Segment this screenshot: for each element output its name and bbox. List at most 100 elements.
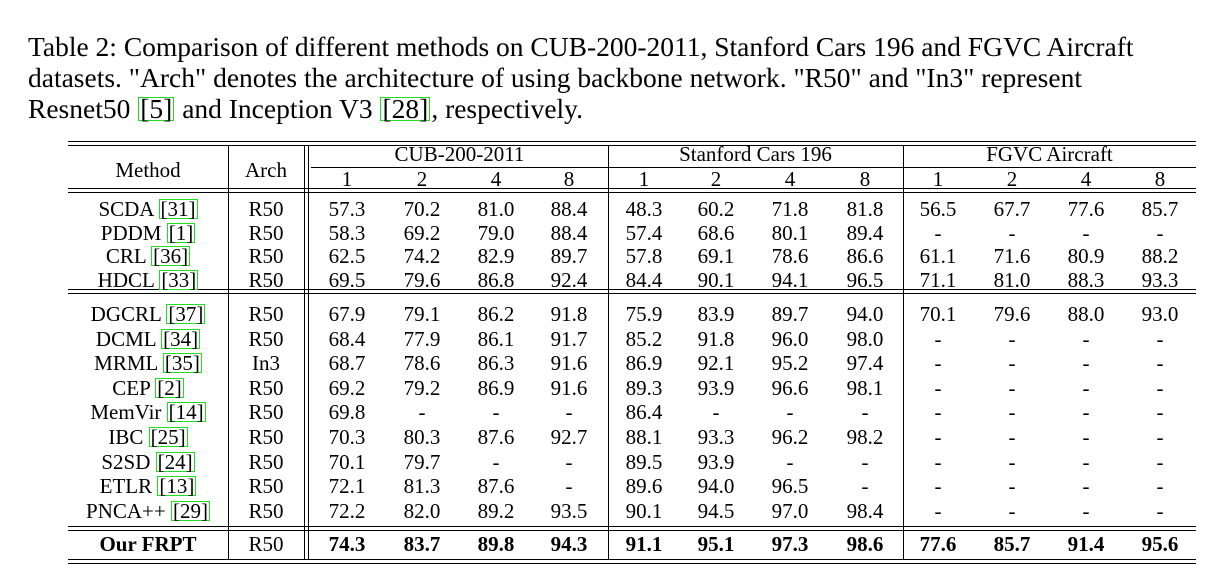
arch-cell: R50 — [248, 425, 284, 449]
value-cell: 69.5 — [328, 267, 366, 292]
value-cell: 95.6 — [1141, 532, 1179, 556]
value-cell: 69.8 — [328, 400, 366, 425]
value-cell: 95.2 — [771, 351, 809, 376]
value-cell: 97.3 — [771, 532, 809, 556]
value-cell: 98.6 — [846, 532, 884, 556]
recall-k-header: 8 — [1154, 167, 1166, 191]
method-label: IBC — [108, 425, 149, 449]
value-cell: 79.7 — [403, 449, 441, 474]
value-cell: 86.2 — [477, 302, 515, 326]
caption-text: , respectively. — [431, 93, 584, 124]
citation-link[interactable]: [36] — [151, 244, 191, 269]
value-cell: 89.7 — [771, 302, 809, 326]
value-cell: 75.9 — [625, 302, 663, 326]
value-cell: 93.9 — [697, 449, 735, 474]
value-cell: 85.7 — [1141, 197, 1179, 221]
recall-k-header: 4 — [1080, 167, 1092, 191]
citation-link[interactable]: [1] — [166, 220, 196, 245]
value-cell: - — [1156, 474, 1164, 499]
citation-link[interactable]: [24] — [155, 449, 195, 474]
method-label: ETLR — [99, 474, 158, 499]
value-cell: 57.3 — [328, 197, 366, 221]
value-cell: - — [934, 449, 942, 474]
value-cell: - — [934, 220, 942, 245]
rule — [68, 192, 1196, 193]
value-cell: 71.8 — [771, 197, 809, 221]
citation-link[interactable]: [37] — [166, 302, 206, 326]
value-cell: 90.1 — [625, 498, 663, 523]
recall-k-header: 8 — [859, 167, 871, 191]
column-rule — [304, 145, 305, 559]
value-cell: - — [1008, 425, 1016, 449]
citation-link[interactable]: [33] — [159, 267, 199, 292]
group-header: Stanford Cars 196 — [679, 142, 832, 166]
value-cell: - — [565, 474, 573, 499]
value-cell: 80.1 — [771, 220, 809, 245]
method-label: SCDA — [98, 197, 159, 221]
value-cell: - — [1156, 326, 1164, 351]
value-cell: 89.6 — [625, 474, 663, 499]
value-cell: 69.1 — [697, 244, 735, 269]
caption-line-3: Resnet50 [5] and Inception V3 [28], resp… — [28, 93, 1232, 124]
value-cell: 74.2 — [403, 244, 441, 269]
value-cell: 69.2 — [403, 220, 441, 245]
citation-link[interactable]: [25] — [148, 425, 188, 449]
value-cell: - — [418, 400, 426, 425]
value-cell: 89.8 — [477, 532, 515, 556]
rule — [68, 293, 1196, 294]
value-cell: - — [1082, 425, 1090, 449]
value-cell: 94.0 — [846, 302, 884, 326]
rule — [68, 145, 1196, 146]
value-cell: 87.6 — [477, 425, 515, 449]
value-cell: 98.2 — [846, 425, 884, 449]
rule — [68, 559, 1196, 560]
value-cell: 86.1 — [477, 326, 515, 351]
value-cell: - — [786, 449, 794, 474]
citation-link[interactable]: [2] — [155, 375, 184, 400]
citation-link[interactable]: [31] — [158, 197, 198, 221]
value-cell: 69.2 — [328, 375, 366, 400]
method-name: MRML [35] — [68, 351, 228, 375]
method-label: HDCL — [97, 267, 160, 292]
value-cell: - — [1008, 474, 1016, 499]
value-cell: 92.4 — [550, 267, 588, 292]
value-cell: - — [934, 400, 942, 425]
citation-link[interactable]: [14] — [166, 400, 206, 425]
arch-cell: R50 — [248, 532, 284, 556]
value-cell: - — [1082, 351, 1090, 376]
value-cell: - — [1008, 326, 1016, 351]
value-cell: 86.6 — [846, 244, 884, 269]
value-cell: - — [1156, 351, 1164, 376]
citation-link[interactable]: [29] — [170, 498, 210, 523]
citation-link[interactable]: [35] — [162, 351, 202, 376]
group-rule — [311, 167, 1196, 168]
value-cell: 81.8 — [846, 197, 884, 221]
method-name: Our FRPT — [68, 532, 228, 556]
arch-cell: In3 — [252, 351, 280, 376]
value-cell: 93.3 — [697, 425, 735, 449]
column-rule — [228, 145, 229, 559]
citation-link[interactable]: [5] — [138, 93, 175, 124]
citation-link[interactable]: [13] — [157, 474, 197, 499]
rule — [68, 141, 1196, 142]
value-cell: - — [1082, 474, 1090, 499]
recall-k-header: 2 — [416, 167, 428, 191]
value-cell: 71.1 — [919, 267, 957, 292]
column-header-method: Method — [115, 158, 181, 182]
value-cell: 72.1 — [328, 474, 366, 499]
method-name: DGCRL [37] — [68, 302, 228, 326]
value-cell: 86.4 — [625, 400, 663, 425]
value-cell: 48.3 — [625, 197, 663, 221]
arch-cell: R50 — [248, 474, 284, 499]
value-cell: 91.8 — [550, 302, 588, 326]
value-cell: 78.6 — [771, 244, 809, 269]
value-cell: - — [1156, 220, 1164, 245]
arch-cell: R50 — [248, 244, 284, 269]
value-cell: 88.3 — [1067, 267, 1105, 292]
caption-line-1: Table 2: Comparison of different methods… — [28, 31, 1134, 62]
method-name: MemVir [14] — [68, 400, 228, 424]
citation-link[interactable]: [28] — [380, 93, 431, 124]
value-cell: 86.9 — [625, 351, 663, 376]
citation-link[interactable]: [34] — [161, 326, 201, 351]
value-cell: 68.7 — [328, 351, 366, 376]
